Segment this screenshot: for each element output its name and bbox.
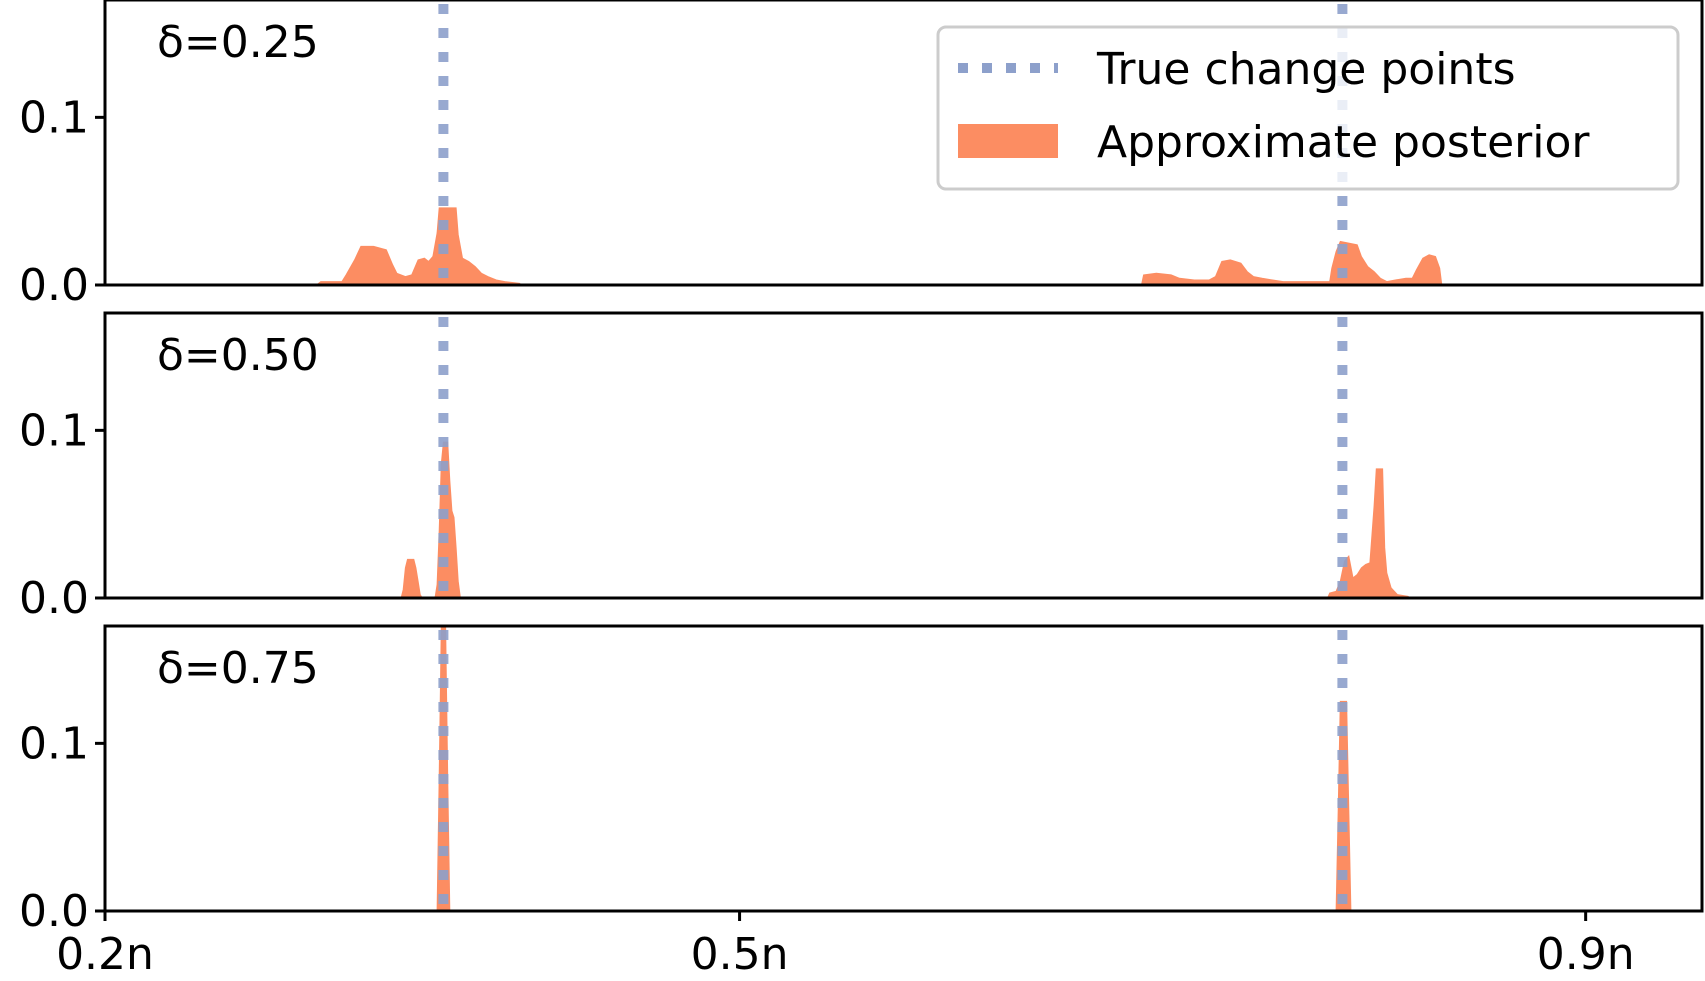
panel-3-frame (103, 624, 1704, 913)
x-tick-label: 0.9n (1537, 929, 1635, 980)
panel-3: 0.0 0.1 δ=0.75 0.2n 0.5n 0.9n (19, 624, 1704, 980)
panel-2-label: δ=0.50 (157, 330, 319, 381)
posterior-area-panel-1 (315, 207, 1443, 286)
y-tick-label: 0.1 (19, 92, 89, 143)
panel-2-posterior-layer (400, 441, 1412, 599)
y-tick-label: 0.0 (19, 573, 89, 624)
y-tick-label: 0.0 (19, 260, 89, 311)
posterior-area-panel-2 (400, 441, 1412, 599)
x-tick-label: 0.5n (691, 929, 789, 980)
posterior-area-panel-3 (436, 625, 1352, 912)
panel-1-y-ticks: 0.0 0.1 (19, 92, 105, 311)
panel-1: 0.0 0.1 δ=0.25 (19, 0, 1704, 311)
panel-2-y-ticks: 0.0 0.1 (19, 405, 105, 624)
x-tick-label: 0.2n (56, 929, 154, 980)
panel-2-frame (103, 311, 1704, 600)
legend-label-posterior: Approximate posterior (1097, 117, 1590, 168)
panel-3-changepoint-layer (438, 630, 1348, 911)
panel-2: 0.0 0.1 δ=0.50 (19, 311, 1704, 624)
y-tick-label: 0.0 (19, 886, 89, 937)
panel-1-posterior-layer (315, 207, 1443, 286)
panel-1-label: δ=0.25 (157, 17, 319, 68)
legend-swatch-posterior (958, 124, 1058, 158)
panel-2-changepoint-layer (438, 317, 1348, 598)
y-tick-label: 0.1 (19, 718, 89, 769)
legend: True change points Approximate posterior (936, 25, 1680, 191)
legend-label-change-points: True change points (1096, 44, 1516, 95)
y-tick-label: 0.1 (19, 405, 89, 456)
panel-3-label: δ=0.75 (157, 643, 319, 694)
x-axis-ticks: 0.2n 0.5n 0.9n (56, 911, 1635, 980)
panel-3-posterior-layer (436, 625, 1352, 912)
panel-1-frame (103, 0, 1704, 287)
panel-3-y-ticks: 0.0 0.1 (19, 718, 105, 937)
legend-frame (936, 25, 1680, 191)
